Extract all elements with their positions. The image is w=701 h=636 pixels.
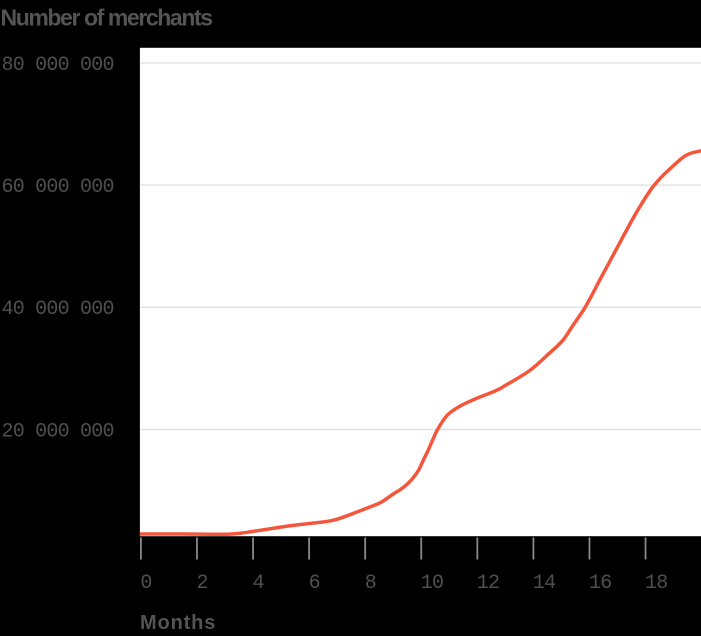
svg-text:40 000 000: 40 000 000 bbox=[2, 298, 114, 321]
svg-text:Number of merchants: Number of merchants bbox=[1, 4, 213, 30]
svg-text:16: 16 bbox=[589, 572, 611, 595]
svg-text:8: 8 bbox=[365, 572, 376, 595]
svg-text:60 000 000: 60 000 000 bbox=[2, 176, 114, 199]
svg-text:0: 0 bbox=[140, 572, 151, 595]
svg-text:4: 4 bbox=[253, 572, 264, 595]
svg-text:80 000 000: 80 000 000 bbox=[2, 54, 114, 77]
svg-text:20 000 000: 20 000 000 bbox=[2, 420, 114, 443]
svg-text:6: 6 bbox=[309, 572, 320, 595]
svg-text:18: 18 bbox=[645, 572, 667, 595]
svg-text:2: 2 bbox=[197, 572, 208, 595]
svg-text:Months: Months bbox=[140, 612, 216, 634]
svg-text:10: 10 bbox=[421, 572, 443, 595]
svg-text:12: 12 bbox=[477, 572, 499, 595]
svg-text:14: 14 bbox=[533, 572, 555, 595]
